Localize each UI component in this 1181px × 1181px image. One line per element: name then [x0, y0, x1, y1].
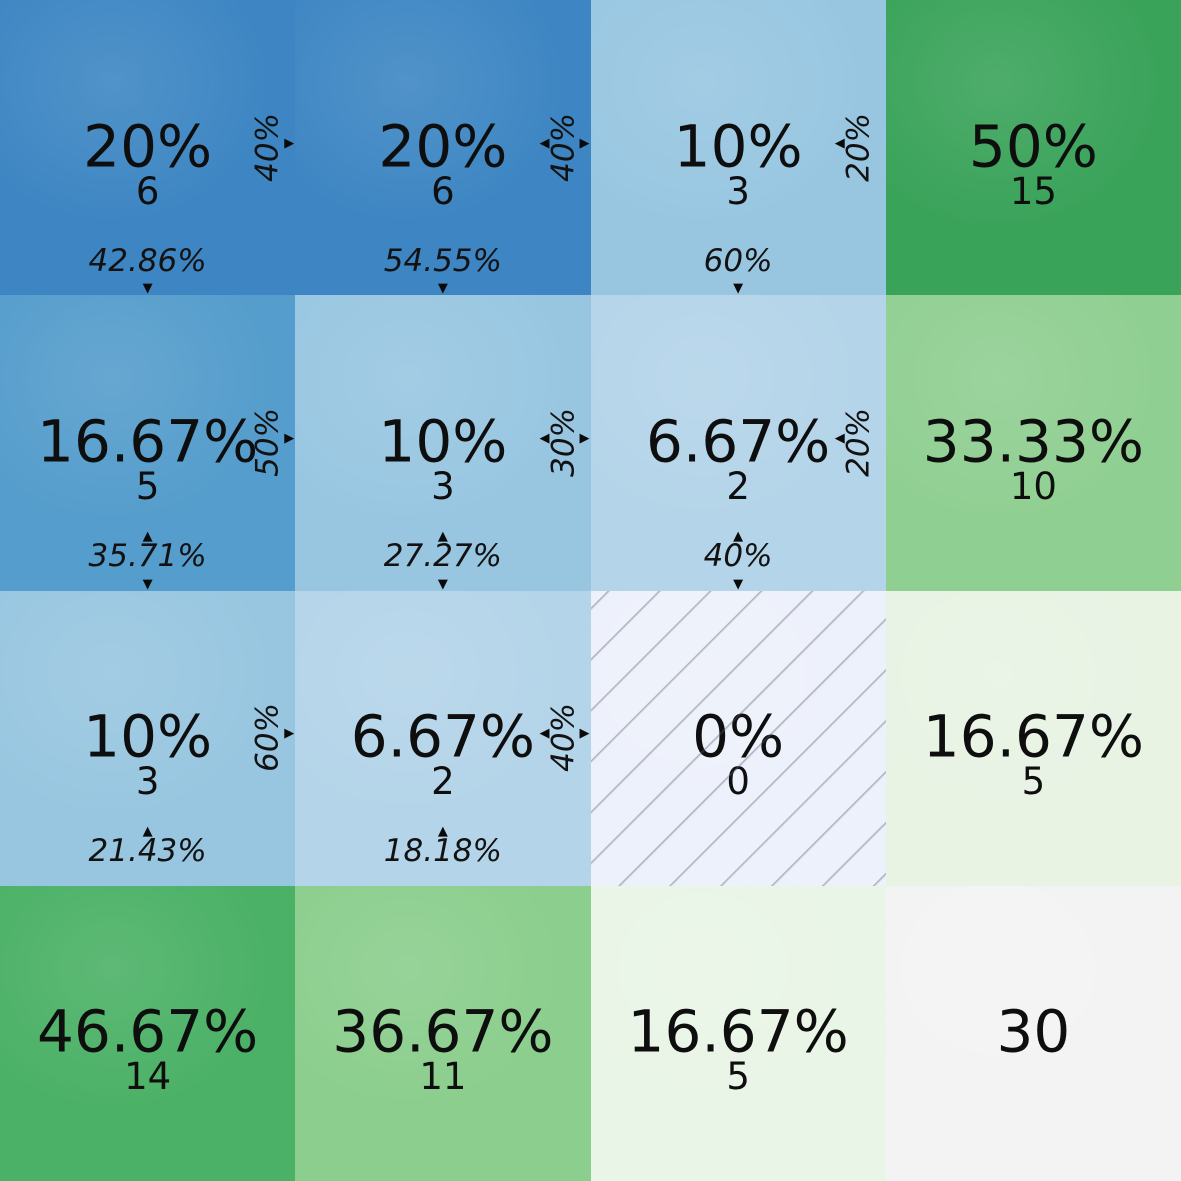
cell-count: 14 — [124, 1055, 172, 1099]
cell-count: 3 — [431, 464, 455, 508]
cell-count: 2 — [726, 464, 750, 508]
row-percentage-label: 30% — [545, 407, 581, 477]
cell-count: 3 — [135, 760, 160, 804]
cell-percentage: 30 — [996, 997, 1071, 1066]
cell-count: 6 — [431, 169, 455, 213]
column-percentage-label: 27.27% — [383, 537, 502, 574]
arrow-up-icon: ▲ — [437, 528, 448, 544]
arrow-up-icon: ▲ — [142, 823, 153, 839]
matrix-cell-r1c2: 20% 6 40% ◀ ▶ 54.55% ▼ — [295, 0, 591, 296]
arrow-right-icon: ▶ — [579, 135, 590, 151]
arrow-up-icon: ▲ — [142, 528, 153, 544]
column-percentage-label: 21.43% — [88, 833, 207, 870]
row-percentage-label: 60% — [249, 703, 286, 772]
arrow-down-icon: ▼ — [142, 281, 153, 296]
column-percentage-label: 40% — [703, 537, 773, 574]
col-sum-cell-c3: 16.67% 5 — [590, 885, 886, 1181]
cell-count: 3 — [726, 169, 750, 213]
row-percentage-label: 40% — [545, 112, 581, 182]
arrow-right-icon: ▶ — [579, 726, 590, 742]
arrow-down-icon: ▼ — [437, 281, 448, 296]
col-sum-cell-c2: 36.67% 11 — [295, 885, 591, 1181]
cell-percentage: 10% — [673, 111, 803, 180]
cell-count: 11 — [419, 1055, 467, 1099]
cell-count: 5 — [1021, 760, 1046, 804]
arrow-down-icon: ▼ — [733, 281, 744, 296]
arrow-left-icon: ◀ — [539, 726, 550, 742]
cell-percentage: 20% — [83, 111, 213, 180]
matrix-cell-r3c3: 0% 0 — [590, 590, 886, 886]
matrix-cell-r1c1: 20% 6 40% ▶ 42.86% ▼ — [0, 0, 296, 296]
cell-count: 0 — [726, 760, 750, 804]
cell-count: 5 — [726, 1055, 750, 1099]
cell-percentage: 16.67% — [922, 702, 1144, 771]
cell-percentage: 6.67% — [645, 407, 831, 476]
cell-percentage: 6.67% — [350, 702, 536, 771]
cell-percentage: 33.33% — [922, 407, 1144, 476]
row-percentage-label: 20% — [840, 407, 877, 477]
column-percentage-label: 18.18% — [383, 833, 502, 870]
grand-total-cell: 30 — [885, 885, 1181, 1181]
cell-percentage: 20% — [378, 111, 508, 180]
column-percentage-label: 60% — [703, 242, 773, 279]
cell-count: 6 — [135, 169, 160, 213]
row-percentage-label: 50% — [249, 407, 286, 477]
arrow-left-icon: ◀ — [539, 135, 550, 151]
arrow-left-icon: ◀ — [834, 430, 845, 446]
matrix-cell-r3c2: 6.67% 2 40% ◀ ▶ 18.18% ▲ — [295, 590, 591, 886]
cell-count: 10 — [1009, 464, 1057, 508]
matrix-cell-r2c1: 16.67% 5 50% ▶ 35.71% ▲ ▼ — [0, 295, 296, 591]
row-sum-cell-r3: 16.67% 5 — [885, 590, 1181, 886]
row-percentage-label: 20% — [840, 112, 877, 182]
arrow-down-icon: ▼ — [142, 576, 153, 591]
matrix-cell-r2c2: 10% 3 30% ◀ ▶ 27.27% ▲ ▼ — [295, 295, 591, 591]
cell-percentage: 46.67% — [37, 997, 259, 1066]
arrow-left-icon: ◀ — [539, 430, 550, 446]
matrix-cell-r1c3: 10% 3 20% ◀ 60% ▼ — [590, 0, 886, 296]
row-percentage-label: 40% — [545, 703, 581, 772]
row-percentage-label: 40% — [249, 112, 286, 182]
cell-count: 15 — [1009, 169, 1057, 213]
arrow-right-icon: ▶ — [579, 430, 590, 446]
cell-percentage: 16.67% — [37, 407, 259, 476]
column-percentage-label: 35.71% — [88, 537, 207, 574]
cell-percentage: 36.67% — [332, 997, 554, 1066]
column-percentage-label: 42.86% — [88, 242, 207, 279]
matrix-cell-r2c3: 6.67% 2 20% ◀ 40% ▲ ▼ — [590, 295, 886, 591]
cell-percentage: 10% — [378, 407, 508, 476]
row-sum-cell-r2: 33.33% 10 — [885, 295, 1181, 591]
column-percentage-label: 54.55% — [383, 242, 502, 279]
cell-percentage: 50% — [968, 111, 1098, 180]
arrow-down-icon: ▼ — [437, 576, 448, 591]
arrow-right-icon: ▶ — [284, 135, 295, 151]
cell-percentage: 10% — [83, 702, 213, 771]
arrow-up-icon: ▲ — [733, 528, 744, 544]
cell-count: 5 — [135, 464, 160, 508]
cell-percentage: 16.67% — [627, 997, 849, 1066]
arrow-down-icon: ▼ — [733, 576, 744, 591]
cell-percentage: 0% — [692, 702, 785, 771]
arrow-left-icon: ◀ — [834, 135, 845, 151]
matrix-cell-r3c1: 10% 3 60% ▶ 21.43% ▲ — [0, 590, 296, 886]
arrow-up-icon: ▲ — [437, 823, 448, 839]
arrow-right-icon: ▶ — [284, 430, 295, 446]
cell-count: 2 — [431, 760, 455, 804]
row-sum-cell-r1: 50% 15 — [885, 0, 1181, 296]
arrow-right-icon: ▶ — [284, 726, 295, 742]
col-sum-cell-c1: 46.67% 14 — [0, 885, 296, 1181]
